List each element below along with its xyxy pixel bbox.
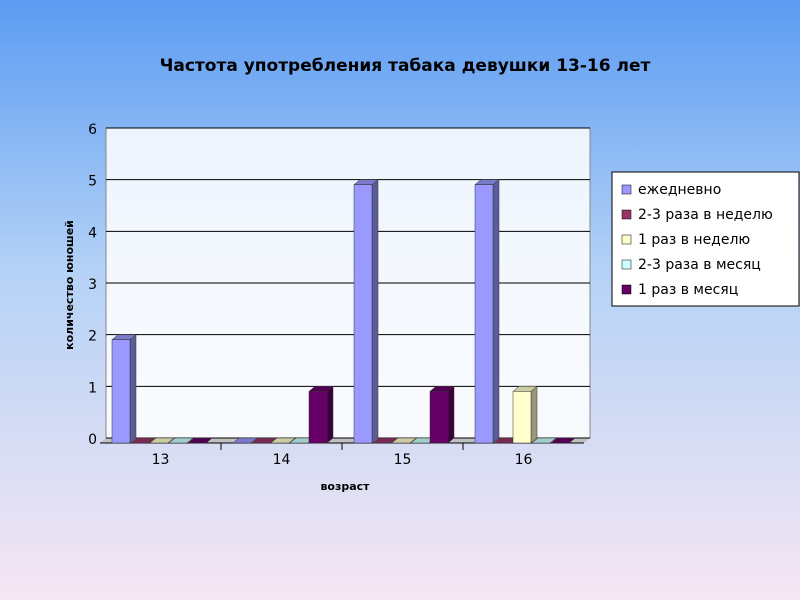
bar — [308, 391, 328, 444]
legend-swatch — [621, 284, 632, 295]
bar-top — [372, 437, 398, 444]
bar-top — [168, 437, 194, 444]
chart-title: Частота употребления табака девушки 13-1… — [160, 56, 651, 76]
bar-side — [492, 179, 500, 444]
plot-floor — [100, 438, 590, 443]
bar — [512, 391, 532, 444]
bar — [474, 184, 494, 444]
y-axis-label: количество юношей — [63, 220, 76, 350]
bar-side — [326, 385, 334, 444]
legend-text: 2-3 раза в месяц — [638, 257, 761, 273]
bar — [353, 184, 373, 444]
bar — [429, 391, 449, 444]
y-tick-label: 5 — [88, 174, 97, 190]
x-tick-label: 16 — [515, 452, 533, 468]
bar-top — [270, 437, 296, 444]
x-tick-label: 14 — [273, 452, 291, 468]
bar-top — [149, 437, 175, 444]
bar-side — [371, 179, 379, 444]
y-tick-label: 1 — [88, 380, 97, 396]
bar-top — [130, 437, 156, 444]
y-tick-label: 3 — [88, 277, 97, 293]
bar-top — [187, 437, 213, 444]
x-axis-label: возраст — [320, 480, 370, 493]
x-tick-label: 15 — [394, 452, 412, 468]
legend-swatch — [621, 209, 632, 220]
bar-side — [447, 385, 455, 444]
y-tick-label: 2 — [88, 329, 97, 345]
legend-box — [611, 171, 800, 307]
bar-top — [232, 437, 258, 444]
y-tick-label: 4 — [88, 225, 97, 241]
legend-text: 1 раз в неделю — [638, 232, 750, 248]
bar-side — [129, 334, 137, 444]
legend-text: ежедневно — [638, 182, 721, 198]
bar-top — [550, 437, 576, 444]
y-tick-label: 0 — [88, 432, 97, 448]
bar-top — [531, 437, 557, 444]
legend-swatch — [621, 184, 632, 195]
legend-text: 1 раз в месяц — [638, 282, 738, 298]
bar-top — [251, 437, 277, 444]
legend-swatch — [621, 234, 632, 245]
legend-text: 2-3 раза в неделю — [638, 207, 773, 223]
bar-side — [530, 385, 538, 444]
y-tick-label: 6 — [88, 122, 97, 138]
bar-top — [391, 437, 417, 444]
x-tick-label: 13 — [152, 452, 170, 468]
bar — [111, 339, 131, 444]
legend-swatch — [621, 259, 632, 270]
